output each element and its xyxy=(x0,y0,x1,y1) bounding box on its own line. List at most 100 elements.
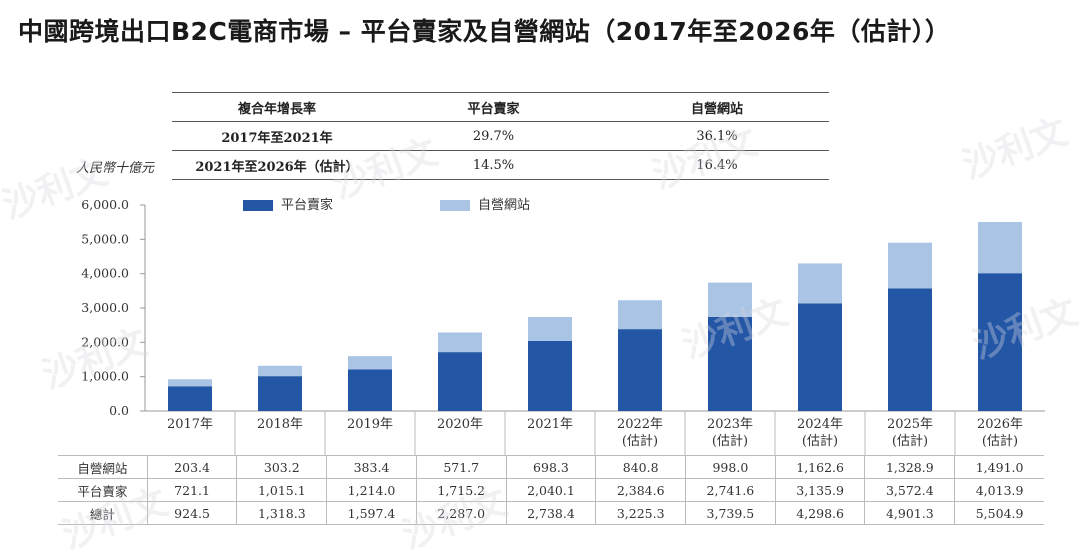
table-cell: 4,901.3 xyxy=(864,501,956,525)
x-tick-label: (估計) xyxy=(712,433,748,449)
table-cell: 1,015.1 xyxy=(236,478,328,502)
cagr-header-platform: 平台賣家 xyxy=(382,92,605,122)
bar-platform xyxy=(978,273,1022,411)
table-row: 平台賣家 721.1 1,015.1 1,214.0 1,715.2 2,040.1 2,3… xyxy=(58,478,1044,502)
table-cell: 203.4 xyxy=(147,455,238,479)
table-cell: 1,715.2 xyxy=(416,478,507,502)
y-tick-label: 1,000.0 xyxy=(81,369,129,384)
table-cell: 3,572.4 xyxy=(864,478,956,502)
x-tick-label: (估計) xyxy=(802,433,838,449)
table-cell: 998.0 xyxy=(685,455,776,479)
bar-own-site xyxy=(348,356,392,370)
table-cell: 571.7 xyxy=(416,455,507,479)
table-cell: 2,738.4 xyxy=(506,501,597,525)
table-cell: 2,040.1 xyxy=(506,478,597,502)
x-tick-label: (估計) xyxy=(622,433,658,449)
bar-platform xyxy=(528,340,572,411)
bar-own-site xyxy=(708,282,752,317)
legend-swatch-own-site xyxy=(440,200,470,211)
x-tick-label: 2024年 xyxy=(797,417,843,432)
table-row: 總計 924.5 1,318.3 1,597.4 2,287.0 2,738.4 3,225… xyxy=(58,501,1044,525)
table-cell: 2,741.6 xyxy=(685,478,776,502)
bar-platform xyxy=(438,352,482,411)
bar-own-site xyxy=(888,242,932,289)
cagr-table: 複合年增長率 平台賣家 自營網站 2017年至2021年 29.7% 36.1%… xyxy=(172,92,829,180)
x-tick-label: 2018年 xyxy=(257,417,303,432)
x-tick-label: 2025年 xyxy=(887,417,933,432)
table-cell: 3,739.5 xyxy=(685,501,776,525)
table-cell: 3,135.9 xyxy=(775,478,866,502)
table-cell: 383.4 xyxy=(326,455,417,479)
table-cell: 303.2 xyxy=(236,455,328,479)
bar-own-site xyxy=(168,379,212,387)
y-tick-label: 3,000.0 xyxy=(81,300,129,315)
cagr-platform-value: 14.5% xyxy=(382,150,605,180)
legend-label-own-site: 自營網站 xyxy=(478,198,531,213)
x-tick-label: (估計) xyxy=(892,433,928,449)
x-tick-label: 2026年 xyxy=(977,417,1023,432)
table-row-label: 平台賣家 xyxy=(58,478,148,502)
cagr-header-row: 複合年增長率 平台賣家 自營網站 xyxy=(172,92,829,122)
x-tick-label: (估計) xyxy=(982,433,1018,449)
table-cell: 4,013.9 xyxy=(954,478,1044,502)
legend-item-platform: 平台賣家 xyxy=(243,194,333,213)
table-row: 自營網站 203.4 303.2 383.4 571.7 698.3 840.8 998.0 1… xyxy=(58,455,1044,479)
table-cell: 4,298.6 xyxy=(775,501,866,525)
table-cell: 1,597.4 xyxy=(326,501,417,525)
legend-label-platform: 平台賣家 xyxy=(281,198,334,213)
table-cell: 840.8 xyxy=(595,455,687,479)
y-tick-label: 0.0 xyxy=(109,403,129,418)
bar-platform xyxy=(798,303,842,411)
table-cell: 924.5 xyxy=(147,501,238,525)
legend-item-own-site: 自營網站 xyxy=(440,194,530,213)
cagr-row: 2021年至2026年（估計） 14.5% 16.4% xyxy=(172,150,829,180)
y-tick-label: 6,000.0 xyxy=(81,197,129,212)
table-row-label: 自營網站 xyxy=(58,455,148,479)
x-tick-label: 2022年 xyxy=(617,417,663,432)
y-tick-label: 4,000.0 xyxy=(81,266,129,281)
bar-platform xyxy=(258,376,302,411)
x-tick-label: 2017年 xyxy=(167,417,213,432)
bar-own-site xyxy=(798,263,842,304)
table-cell: 5,504.9 xyxy=(954,501,1044,525)
table-cell: 698.3 xyxy=(506,455,597,479)
bar-own-site xyxy=(618,300,662,330)
cagr-period: 2021年至2026年（估計） xyxy=(172,150,382,180)
bar-own-site xyxy=(528,316,572,341)
table-cell: 1,491.0 xyxy=(954,455,1044,479)
cagr-own-site-value: 36.1% xyxy=(605,121,829,151)
table-cell: 1,214.0 xyxy=(326,478,417,502)
bar-platform xyxy=(348,369,392,411)
legend-swatch-platform xyxy=(243,200,273,211)
table-cell: 2,384.6 xyxy=(595,478,687,502)
cagr-own-site-value: 16.4% xyxy=(605,150,829,180)
bar-own-site xyxy=(438,332,482,353)
y-tick-label: 5,000.0 xyxy=(81,231,129,246)
cagr-platform-value: 29.7% xyxy=(382,121,605,151)
cagr-header-own-site: 自營網站 xyxy=(605,92,829,122)
cagr-row: 2017年至2021年 29.7% 36.1% xyxy=(172,121,829,151)
bar-platform xyxy=(888,288,932,411)
bar-platform xyxy=(618,329,662,411)
x-tick-label: 2023年 xyxy=(707,417,753,432)
table-cell: 721.1 xyxy=(147,478,238,502)
cagr-period: 2017年至2021年 xyxy=(172,121,382,151)
y-tick-label: 2,000.0 xyxy=(81,334,129,349)
table-cell: 1,162.6 xyxy=(775,455,866,479)
cagr-header-label: 複合年增長率 xyxy=(172,92,382,122)
data-table: 自營網站 203.4 303.2 383.4 571.7 698.3 840.8 998.0 1… xyxy=(58,455,1044,525)
x-tick-label: 2019年 xyxy=(347,417,393,432)
table-cell: 1,318.3 xyxy=(236,501,328,525)
table-cell: 1,328.9 xyxy=(864,455,956,479)
bar-platform xyxy=(168,386,212,411)
x-tick-label: 2020年 xyxy=(437,417,483,432)
bar-platform xyxy=(708,316,752,411)
table-cell: 3,225.3 xyxy=(595,501,687,525)
x-tick-label: 2021年 xyxy=(527,417,573,432)
bar-own-site xyxy=(258,365,302,377)
table-cell: 2,287.0 xyxy=(416,501,507,525)
table-row-label: 總計 xyxy=(58,501,148,525)
unit-label: 人民幣十億元 xyxy=(76,161,155,176)
bar-own-site xyxy=(978,221,1022,274)
